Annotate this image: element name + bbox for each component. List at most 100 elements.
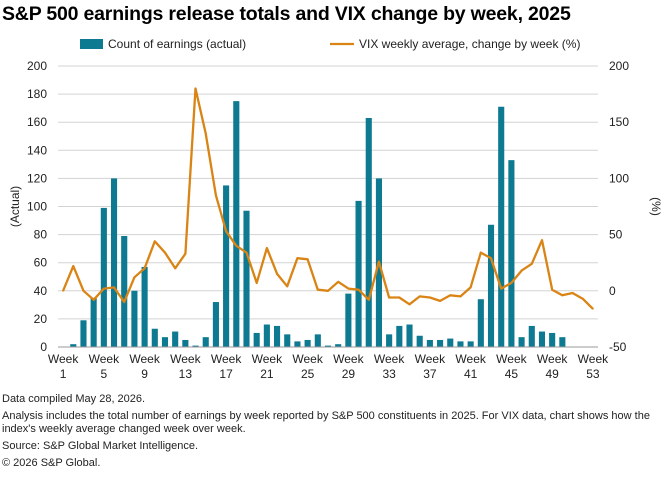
x-tick-label: Week 13 — [170, 352, 201, 381]
vix-point-week-30 — [357, 288, 360, 291]
axes: 0 20 40 60 80 100 120 140 160 180 200 -50 0 50 100 150 2… — [8, 59, 662, 381]
left-tick-label: 20 — [34, 312, 48, 326]
left-tick-label: 140 — [27, 143, 47, 157]
vix-point-week-40 — [459, 295, 462, 298]
left-tick-label: 80 — [34, 228, 48, 242]
bar-week-40 — [457, 341, 464, 347]
bar-week-2 — [70, 344, 77, 347]
vix-point-week-21 — [265, 247, 268, 249]
vix-point-week-14 — [194, 87, 197, 90]
vix-point-week-53 — [592, 307, 594, 310]
vix-point-week-27 — [327, 289, 329, 292]
bar-week-5 — [100, 207, 107, 347]
vix-point-week-29 — [347, 287, 350, 290]
bar-week-15 — [202, 337, 209, 347]
right-tick-label: 50 — [609, 228, 623, 242]
legend-bar-swatch — [80, 39, 103, 49]
footnote-copyright: © 2026 S&P Global. — [2, 457, 101, 469]
bar-week-9 — [141, 266, 148, 347]
bar-week-49 — [549, 332, 556, 347]
left-tick-label: 40 — [34, 284, 48, 298]
vix-point-week-7 — [123, 301, 126, 303]
bar-week-20 — [253, 332, 260, 347]
bar-week-46 — [518, 337, 525, 347]
vix-point-week-16 — [215, 194, 217, 197]
legend: Count of earnings (actual) VIX weekly ave… — [80, 37, 580, 51]
bar-week-43 — [487, 224, 495, 347]
bar-week-25 — [304, 339, 311, 347]
bar-week-37 — [426, 339, 433, 347]
bar-week-11 — [161, 337, 169, 347]
vix-point-week-10 — [153, 240, 156, 243]
right-tick-label: 0 — [609, 284, 616, 298]
bar-week-8 — [131, 290, 138, 347]
vix-point-week-49 — [551, 288, 554, 291]
vix-point-week-45 — [510, 282, 513, 284]
left-tick-label: 180 — [27, 87, 47, 101]
vix-point-week-11 — [164, 251, 166, 254]
bar-week-27 — [324, 345, 332, 347]
vix-point-week-6 — [113, 286, 115, 289]
bar-week-19 — [243, 210, 250, 347]
x-tick-label: Week 37 — [415, 352, 446, 381]
right-axis-title: (%) — [649, 197, 662, 216]
bar-week-21 — [263, 324, 270, 347]
bar-week-38 — [437, 339, 444, 347]
vix-point-week-38 — [439, 300, 441, 302]
legend-bar-label: Count of earnings (actual) — [108, 37, 246, 51]
bar-week-22 — [274, 325, 281, 347]
left-tick-label: 60 — [34, 256, 48, 270]
vix-point-week-35 — [408, 303, 411, 306]
vix-point-week-17 — [225, 230, 228, 233]
footnote-source: Source: S&P Global Market Intelligence. — [2, 440, 199, 452]
vix-point-week-20 — [255, 282, 258, 284]
gridlines — [58, 65, 598, 320]
vix-point-week-1 — [62, 289, 64, 292]
bar-week-18 — [233, 101, 240, 347]
chart-title: S&P 500 earnings release totals and VIX … — [2, 3, 571, 25]
left-tick-label: 120 — [27, 171, 47, 185]
vix-point-week-9 — [143, 267, 146, 270]
bar-week-17 — [223, 185, 230, 347]
bar-week-45 — [508, 160, 515, 347]
bar-week-48 — [538, 331, 546, 347]
right-tick-label: -50 — [609, 340, 627, 354]
vix-point-week-51 — [571, 292, 574, 294]
left-tick-label: 0 — [40, 340, 47, 354]
vix-point-week-33 — [388, 296, 391, 299]
vix-point-week-32 — [378, 260, 380, 263]
bar-week-6 — [110, 178, 118, 347]
bar-week-16 — [212, 302, 219, 347]
bar-week-33 — [386, 334, 393, 347]
vix-point-week-34 — [398, 296, 401, 299]
bar-week-10 — [151, 328, 158, 347]
vix-point-week-8 — [133, 276, 136, 279]
left-tick-label: 100 — [27, 200, 47, 214]
bar-week-30 — [355, 200, 362, 347]
right-tick-label: 100 — [609, 171, 629, 185]
vix-point-week-41 — [469, 286, 472, 289]
vix-point-week-37 — [428, 296, 431, 299]
footnote-compiled: Data compiled May 28, 2026. — [2, 393, 146, 405]
x-tick-label: Week 49 — [537, 352, 568, 381]
vix-point-week-26 — [316, 288, 319, 291]
vix-point-week-42 — [479, 251, 482, 254]
bar-week-29 — [345, 293, 352, 347]
bar-week-34 — [396, 325, 403, 347]
vix-point-week-13 — [184, 252, 187, 255]
x-tick-label: Week 1 — [48, 352, 79, 381]
vix-point-week-46 — [520, 269, 523, 272]
bar-week-44 — [498, 106, 505, 348]
bar-week-39 — [447, 338, 454, 347]
bar-series — [70, 101, 566, 348]
vix-point-week-50 — [561, 294, 564, 297]
x-tick-label: Week 5 — [89, 352, 120, 381]
vix-point-week-48 — [541, 239, 543, 242]
left-tick-label: 200 — [27, 59, 47, 73]
line-series — [62, 87, 594, 310]
bar-week-41 — [467, 341, 474, 347]
vix-point-week-31 — [367, 298, 370, 301]
bar-week-28 — [335, 344, 342, 347]
x-tick-label: Week 25 — [292, 352, 323, 381]
vix-point-week-2 — [72, 265, 75, 267]
